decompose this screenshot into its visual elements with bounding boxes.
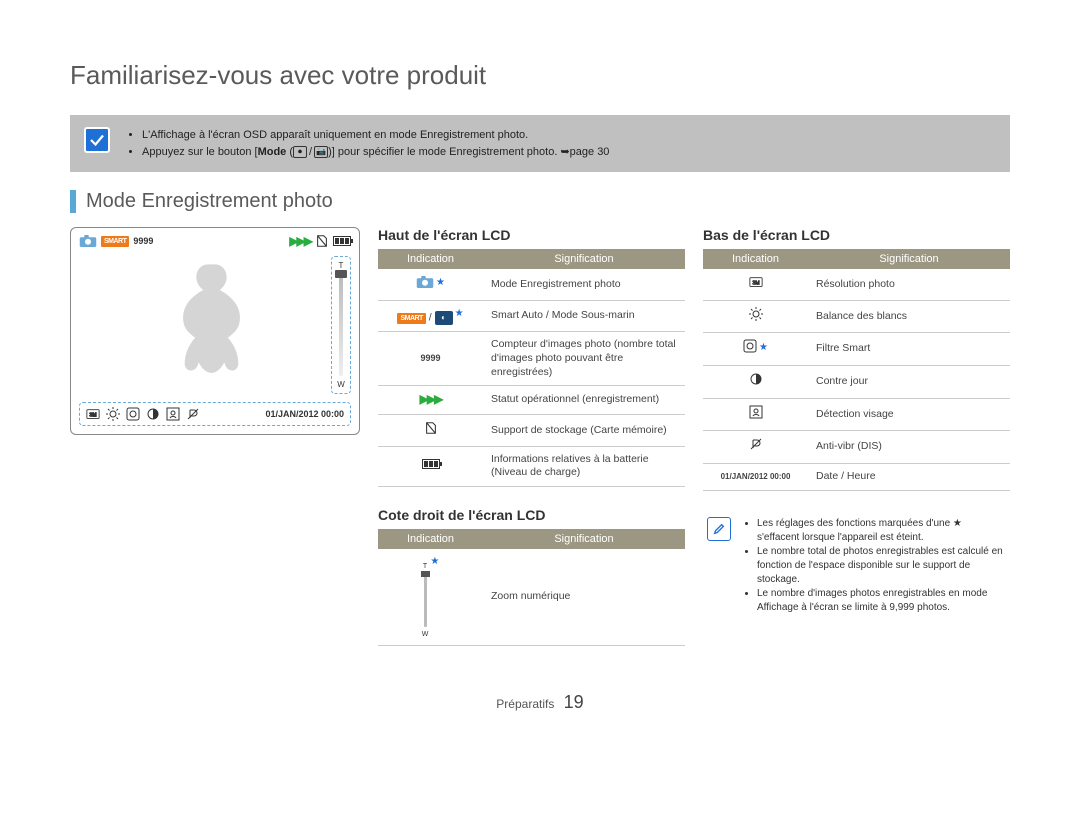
check-icon — [84, 127, 110, 153]
lcd-datetime: 01/JAN/2012 00:00 — [265, 409, 344, 419]
banner-line: Appuyez sur le bouton [Mode (⏺/📷)] pour … — [142, 144, 609, 161]
counter: 9999 — [133, 236, 153, 246]
zoom-bar: T W — [331, 256, 351, 394]
banner-list: L'Affichage à l'écran OSD apparaît uniqu… — [124, 127, 609, 160]
subheading-top: Haut de l'écran LCD — [378, 227, 685, 243]
content-row: SMART 9999 ▶▶▶ T W — [70, 227, 1010, 646]
filter-icon — [743, 339, 757, 353]
table-row: ★Filtre Smart — [703, 333, 1010, 366]
manual-page: Familiarisez-vous avec votre produit L'A… — [0, 0, 1080, 733]
dis-icon — [186, 407, 200, 421]
fast-forward-icon: ▶▶▶ — [420, 392, 442, 406]
pencil-icon — [707, 517, 731, 541]
lcd-body: T W — [75, 250, 355, 400]
silhouette-image — [155, 255, 275, 395]
card-icon — [424, 421, 438, 435]
fast-forward-icon: ▶▶▶ — [289, 234, 311, 248]
lcd-top-bar: SMART 9999 ▶▶▶ — [75, 232, 355, 250]
star-icon: ★ — [436, 277, 445, 288]
page-title: Familiarisez-vous avec votre produit — [70, 60, 1010, 91]
face-icon — [749, 405, 763, 419]
camera-icon — [79, 234, 97, 248]
table-top: IndicationSignification ★ Mode Enregistr… — [378, 249, 685, 487]
battery-icon — [333, 236, 351, 246]
th-signification: Signification — [808, 249, 1010, 269]
table-row: Balance des blancs — [703, 300, 1010, 333]
camera-icon — [416, 275, 434, 289]
table-row: Anti-vibr (DIS) — [703, 431, 1010, 464]
table-row: ★ Mode Enregistrement photo — [378, 269, 685, 300]
note-item: Le nombre total de photos enregistrables… — [757, 545, 1006, 587]
zoom-indicator-icon: T W — [422, 562, 429, 638]
resolution-icon: 3M — [749, 275, 763, 289]
table-row: ▶▶▶ Statut opérationnel (enregistrement) — [378, 386, 685, 415]
lcd-preview: SMART 9999 ▶▶▶ T W — [70, 227, 360, 435]
banner-line: L'Affichage à l'écran OSD apparaît uniqu… — [142, 127, 609, 144]
col-right-tables: Bas de l'écran LCD IndicationSignificati… — [703, 227, 1010, 618]
backlight-icon — [146, 407, 160, 421]
lcd-box: SMART 9999 ▶▶▶ T W — [70, 227, 360, 435]
table-row: 01/JAN/2012 00:00Date / Heure — [703, 464, 1010, 491]
battery-icon — [422, 459, 440, 469]
th-indication: Indication — [378, 249, 483, 269]
th-indication: Indication — [703, 249, 808, 269]
resolution-icon: 3M — [86, 407, 100, 421]
backlight-icon — [749, 372, 763, 386]
svg-text:3M: 3M — [89, 413, 97, 419]
table-right: IndicationSignification T W ★ Zoom numér… — [378, 529, 685, 646]
filter-icon — [126, 407, 140, 421]
th-indication: Indication — [378, 529, 483, 549]
table-row: T W ★ Zoom numérique — [378, 549, 685, 645]
table-row: Contre jour — [703, 366, 1010, 399]
svg-text:3M: 3M — [752, 281, 759, 287]
note-item: Le nombre d'images photos enregistrables… — [757, 587, 1006, 615]
note-box: Les réglages des fonctions marquées d'un… — [703, 513, 1010, 619]
footer-label: Préparatifs — [496, 697, 554, 711]
smart-badge-icon: SMART — [101, 236, 129, 247]
photo-mode-icon: 📷 — [314, 146, 328, 158]
wb-icon — [106, 407, 120, 421]
info-banner: L'Affichage à l'écran OSD apparaît uniqu… — [70, 115, 1010, 172]
star-icon: ★ — [455, 308, 464, 319]
table-row: 3MRésolution photo — [703, 269, 1010, 300]
subheading-bottom: Bas de l'écran LCD — [703, 227, 1010, 243]
page-number: 19 — [564, 692, 584, 712]
star-icon: ★ — [430, 556, 439, 567]
zoom-w-label: W — [337, 380, 345, 389]
page-footer: Préparatifs 19 — [70, 692, 1010, 713]
card-icon — [315, 234, 329, 248]
star-icon: ★ — [759, 342, 768, 353]
note-list: Les réglages des fonctions marquées d'un… — [741, 517, 1006, 615]
wb-icon — [749, 307, 763, 321]
table-bottom: IndicationSignification 3MRésolution pho… — [703, 249, 1010, 490]
smart-badge-icon: SMART — [397, 313, 425, 324]
dis-icon — [749, 437, 763, 451]
datetime-icon: 01/JAN/2012 00:00 — [703, 464, 808, 491]
table-row: 9999 Compteur d'images photo (nombre tot… — [378, 332, 685, 386]
video-mode-icon: ⏺ — [293, 146, 307, 158]
table-row: Informations relatives à la batterie (Ni… — [378, 446, 685, 486]
note-item: Les réglages des fonctions marquées d'un… — [757, 517, 1006, 545]
table-row: Détection visage — [703, 398, 1010, 431]
table-row: Support de stockage (Carte mémoire) — [378, 415, 685, 447]
th-signification: Signification — [483, 249, 685, 269]
section-heading: Mode Enregistrement photo — [70, 190, 1010, 213]
subheading-right: Cote droit de l'écran LCD — [378, 507, 685, 523]
counter-icon: 9999 — [420, 353, 440, 363]
table-row: SMART / ◐★ Smart Auto / Mode Sous-marin — [378, 300, 685, 332]
col-left-tables: Haut de l'écran LCD IndicationSignificat… — [378, 227, 685, 646]
lcd-bottom-bar: 3M 01/JAN/2012 00:00 — [79, 402, 351, 426]
face-icon — [166, 407, 180, 421]
th-signification: Signification — [483, 529, 685, 549]
underwater-icon: ◐ — [435, 311, 453, 325]
zoom-t-label: T — [339, 261, 344, 270]
